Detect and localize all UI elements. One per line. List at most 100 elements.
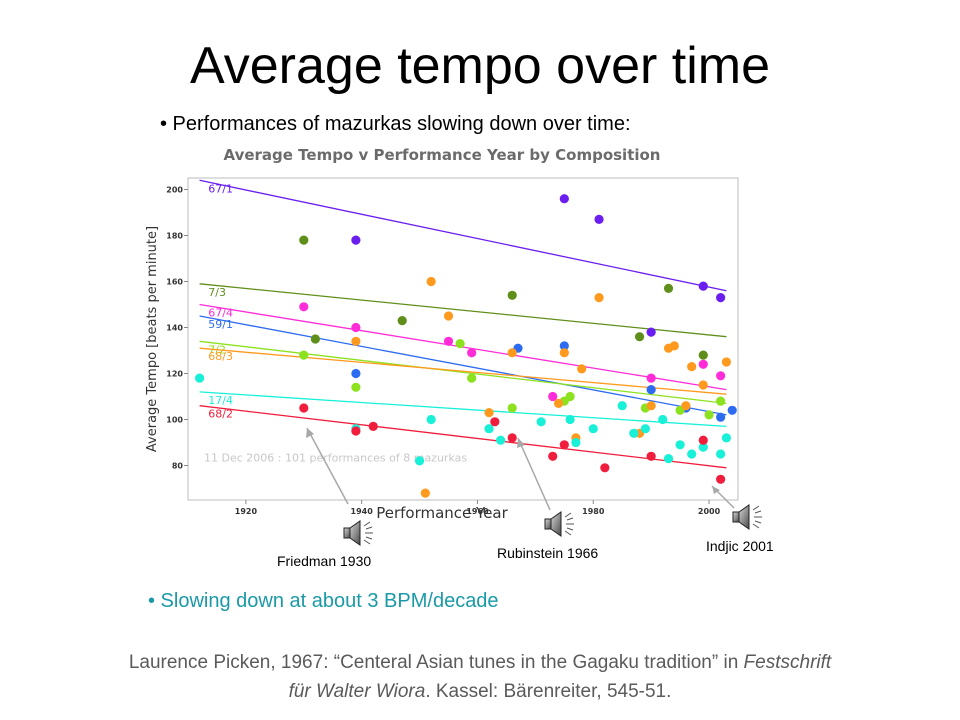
data-point-7-2	[704, 410, 714, 420]
data-point-7-3	[634, 332, 645, 342]
data-point-68-3	[577, 364, 587, 374]
data-point-17-4	[721, 433, 732, 443]
data-point-17-4	[716, 449, 726, 459]
y-tick-label: 140	[166, 324, 183, 333]
x-tick-label: 1960	[466, 507, 489, 516]
y-tick-label: 100	[166, 416, 183, 425]
data-point-7-3	[698, 350, 708, 360]
chart-annotation: 11 Dec 2006 : 101 performances of 8 mazu…	[204, 452, 467, 465]
x-tick-label: 1980	[582, 507, 605, 516]
data-point-17-4	[484, 424, 494, 434]
data-point-67-4	[646, 373, 656, 383]
speaker-icon[interactable]	[341, 518, 381, 548]
data-point-7-3	[299, 235, 309, 245]
data-point-68-3	[351, 336, 361, 346]
data-point-68-3	[646, 401, 656, 411]
y-tick-label: 160	[166, 278, 183, 287]
data-point-59-1	[559, 341, 569, 351]
bullet-intro: • Performances of mazurkas slowing down …	[160, 113, 631, 135]
data-point-17-4	[675, 440, 685, 450]
data-point-67-1	[716, 293, 726, 303]
data-point-7-2	[455, 339, 465, 349]
trend-line-68-3	[199, 347, 727, 395]
trend-line-68-2	[199, 405, 727, 469]
performance-label-rubinstein: Rubinstein 1966	[497, 545, 599, 561]
citation-italic-part1: Festschrift	[743, 652, 832, 673]
data-point-67-1	[698, 281, 708, 291]
y-tick-label: 180	[166, 232, 183, 241]
data-point-68-2	[716, 474, 726, 484]
citation-italic-part2: für Walter Wiora	[288, 681, 426, 702]
data-point-67-1	[646, 327, 656, 337]
data-point-17-4	[640, 424, 650, 434]
performance-label-indjic: Indjic 2001	[706, 538, 774, 554]
data-point-17-4	[629, 428, 639, 438]
data-point-68-2	[600, 463, 610, 473]
tempo-chart-svg: Average Tempo v Performance Year by Comp…	[145, 146, 739, 520]
data-point-7-2	[565, 391, 575, 402]
data-point-7-3	[663, 283, 674, 293]
data-point-7-3	[507, 290, 517, 300]
trend-line-59-1	[199, 315, 727, 416]
data-point-17-4	[588, 424, 598, 434]
data-point-7-3	[310, 334, 320, 344]
data-point-68-3	[669, 341, 679, 351]
data-point-67-1	[351, 235, 361, 245]
data-point-68-3	[721, 357, 732, 367]
data-point-68-3	[559, 348, 569, 358]
data-point-67-4	[548, 391, 558, 402]
y-tick-label: 120	[166, 370, 183, 379]
y-tick-label: 200	[166, 186, 183, 195]
data-point-67-4	[716, 371, 726, 381]
series-label-68-3: 68/3	[208, 350, 233, 363]
data-point-68-2	[351, 426, 361, 436]
data-point-67-1	[559, 194, 569, 204]
data-point-7-2	[299, 350, 309, 360]
data-point-7-2	[467, 373, 477, 383]
data-point-17-4	[571, 437, 581, 448]
data-point-68-3	[426, 276, 436, 287]
data-point-68-2	[548, 451, 558, 461]
data-point-67-4	[698, 359, 708, 369]
data-point-68-3	[687, 362, 697, 372]
y-axis-label: Average Tempo [beats per minute]	[145, 226, 160, 452]
data-point-68-3	[698, 380, 708, 390]
data-point-59-1	[716, 412, 726, 422]
data-point-67-4	[443, 336, 454, 346]
data-point-68-2	[507, 433, 517, 443]
data-point-67-1	[594, 214, 604, 224]
speaker-icon[interactable]	[730, 502, 770, 532]
data-point-68-2	[646, 451, 656, 461]
data-point-68-2	[368, 421, 378, 431]
series-label-59-1: 59/1	[208, 318, 233, 331]
x-tick-label: 2000	[698, 507, 721, 516]
data-point-68-2	[559, 440, 569, 450]
data-point-68-3	[443, 311, 454, 321]
data-point-17-4	[496, 435, 506, 445]
data-point-17-4	[536, 417, 546, 427]
bullet-conclusion: • Slowing down at about 3 BPM/decade	[148, 590, 499, 612]
data-point-17-4	[194, 373, 205, 383]
x-tick-label: 1940	[351, 507, 374, 516]
data-point-68-2	[698, 435, 708, 445]
series-label-68-2: 68/2	[208, 408, 233, 421]
trend-line-7-3	[199, 283, 727, 338]
data-point-17-4	[698, 442, 708, 452]
data-point-7-3	[397, 316, 407, 326]
speaker-icon[interactable]	[542, 509, 582, 539]
y-tick-label: 80	[172, 462, 184, 471]
series-label-67-4: 67/4	[208, 307, 233, 320]
trend-line-17-4	[199, 391, 727, 428]
trend-line-67-1	[199, 179, 727, 292]
data-point-17-4	[565, 414, 575, 425]
data-point-68-3	[507, 348, 517, 358]
slide-title: Average tempo over time	[190, 37, 770, 95]
data-point-68-3	[594, 293, 604, 303]
trend-line-7-2	[199, 340, 727, 405]
series-label-67-1: 67/1	[208, 182, 233, 195]
citation-text-part1: Laurence Picken, 1967: “Centeral Asian t…	[128, 652, 744, 673]
series-label-17-4: 17/4	[208, 394, 233, 407]
data-point-17-4	[414, 456, 425, 466]
data-point-68-2	[299, 403, 309, 413]
data-point-17-4	[663, 454, 674, 464]
